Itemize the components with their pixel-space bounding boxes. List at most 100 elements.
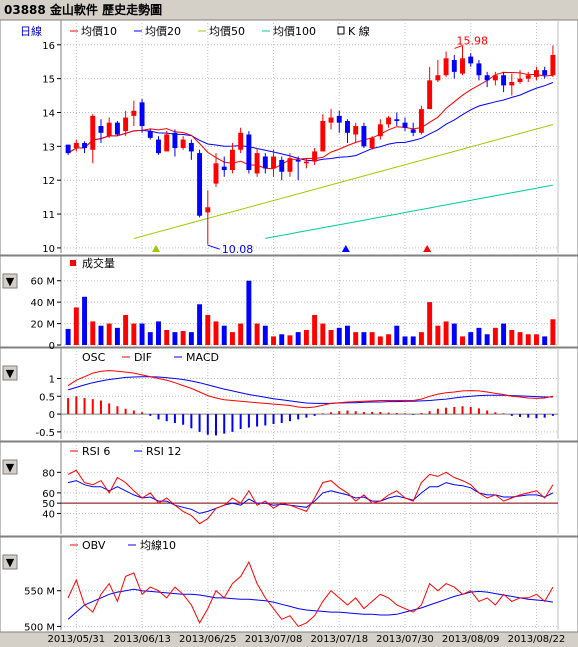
legend-entry: MACD: [186, 351, 219, 364]
y-tick-label: 500 M: [24, 622, 55, 633]
volume-bar: [550, 319, 556, 345]
candle-body: [320, 120, 326, 152]
volume-bar: [312, 315, 318, 345]
high-annotation: 15.98: [457, 34, 489, 47]
candle-body: [484, 75, 490, 81]
legend-entry: 均線10: [140, 538, 176, 552]
candle-body: [517, 78, 523, 83]
candle-body: [106, 122, 112, 137]
candle-body: [402, 122, 408, 128]
candle-body: [410, 129, 416, 133]
panel-frame: [0, 441, 578, 537]
volume-bar: [369, 332, 375, 345]
panel-toggle-button[interactable]: ▼: [2, 273, 18, 289]
volume-bar: [213, 321, 219, 345]
volume-bar: [106, 323, 112, 345]
candle-body: [156, 139, 161, 154]
volume-bar: [131, 323, 137, 345]
candle-body: [476, 63, 482, 76]
y-tick-label: 40 M: [30, 298, 55, 309]
candle-body: [123, 117, 129, 132]
volume-bar: [460, 336, 465, 345]
chevron-down-icon: ▼: [6, 461, 15, 474]
volume-bar: [287, 335, 293, 345]
chevron-down-icon: ▼: [6, 556, 15, 569]
volume-bar: [82, 296, 88, 345]
candle-body: [180, 139, 186, 149]
volume-bar: [410, 336, 416, 345]
signal-marker: [341, 245, 350, 252]
candle-body: [287, 158, 293, 172]
candle-body: [336, 115, 342, 123]
volume-bar: [229, 332, 235, 345]
toggle-button-face: [2, 554, 18, 570]
volume-bar: [353, 332, 359, 345]
candle-body: [197, 153, 203, 216]
candle-body: [82, 142, 88, 149]
y-tick-label: 15: [42, 75, 55, 86]
candle-body: [90, 115, 96, 150]
candle-body: [188, 142, 194, 152]
y-tick-label: 13: [42, 142, 55, 153]
volume-bar: [427, 302, 433, 345]
volume-bar: [476, 327, 482, 345]
candle-body: [295, 159, 301, 162]
panel-toggle-button[interactable]: ▼: [2, 365, 18, 381]
candle-body: [427, 80, 433, 110]
candle-body: [501, 75, 507, 86]
volume-bar: [377, 336, 383, 345]
volume-bar: [386, 334, 392, 345]
volume-bar: [90, 321, 96, 345]
panel-toggle-button[interactable]: ▼: [2, 459, 18, 475]
signal-marker: [152, 245, 161, 252]
candle-body: [205, 207, 211, 213]
y-tick-label: 11: [42, 210, 55, 221]
candle-body: [246, 134, 252, 171]
low-marker-line: [207, 244, 220, 250]
legend-entry: 均價20: [145, 24, 181, 38]
dif-line: [67, 370, 554, 409]
chevron-down-icon: ▼: [6, 367, 15, 380]
period-label: 日線: [20, 24, 42, 38]
toggle-button-face: [2, 365, 18, 381]
candle-body: [369, 137, 375, 149]
candle-body: [213, 163, 219, 184]
legend-entry: 均價50: [209, 24, 245, 38]
candle-body: [139, 102, 145, 127]
y-tick-label: -0.5: [35, 428, 55, 439]
volume-bar: [172, 332, 178, 345]
candle-body: [172, 132, 178, 149]
y-tick-label: 1: [49, 374, 55, 385]
x-tick-label: 2013/07/30: [376, 634, 434, 645]
candle-body: [271, 156, 276, 169]
candle-body: [460, 58, 465, 74]
candle-body: [303, 161, 309, 164]
legend-entry: DIF: [134, 351, 152, 364]
volume-bar: [114, 327, 120, 345]
volume-bar: [123, 315, 129, 345]
y-tick-label: 16: [42, 41, 55, 52]
legend-entry: 均價10: [81, 24, 117, 38]
candle-body: [361, 126, 367, 147]
volume-bar: [345, 325, 350, 345]
volume-bar: [205, 315, 211, 345]
volume-bar: [468, 332, 474, 345]
panel-frame: [0, 347, 578, 442]
candle-body: [114, 122, 120, 135]
legend-entry: 成交量: [82, 256, 115, 270]
toggle-button-face: [2, 273, 18, 289]
candle-body: [328, 117, 334, 123]
candle-body: [492, 75, 498, 81]
y-tick-label: 12: [42, 176, 55, 187]
chevron-down-icon: ▼: [6, 275, 15, 288]
candle-body: [377, 124, 383, 137]
volume-bar: [328, 330, 334, 345]
volume-bar: [254, 323, 260, 345]
panel-toggle-button[interactable]: ▼: [2, 554, 18, 570]
candle-body: [98, 126, 104, 133]
volume-bar: [262, 325, 268, 345]
x-tick-label: 2013/08/09: [442, 634, 500, 645]
candle-body: [65, 144, 71, 154]
volume-bar: [336, 327, 342, 345]
